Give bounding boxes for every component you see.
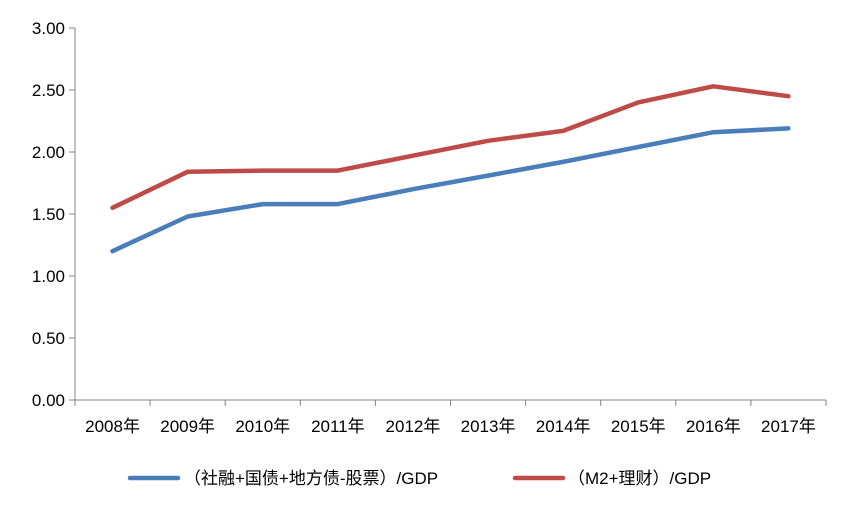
x-tick-label: 2010年 xyxy=(235,417,290,436)
legend-label-2: （M2+理财）/GDP xyxy=(568,469,711,488)
x-tick-label: 2009年 xyxy=(160,417,215,436)
y-tick-label: 1.00 xyxy=(32,267,65,286)
x-tick-label: 2017年 xyxy=(761,417,816,436)
x-tick-label: 2015年 xyxy=(611,417,666,436)
y-tick-label: 3.00 xyxy=(32,19,65,38)
y-tick-label: 0.50 xyxy=(32,329,65,348)
x-tick-label: 2014年 xyxy=(536,417,591,436)
series-lines xyxy=(110,84,791,254)
x-ticks: 2008年 2009年 2010年 2011年 2012年 2013年 2014年 2015年… xyxy=(74,400,827,436)
series-line-2 xyxy=(110,84,791,211)
legend-entry-1: （社融+国债+地方债-股票）/GDP xyxy=(127,469,438,488)
y-tick-label: 1.50 xyxy=(32,205,65,224)
series-line-1 xyxy=(110,126,791,254)
y-tick-label: 2.00 xyxy=(32,143,65,162)
x-tick-label: 2013年 xyxy=(461,417,516,436)
legend-entry-2: （M2+理财）/GDP xyxy=(512,469,711,488)
x-tick-label: 2011年 xyxy=(311,417,365,436)
x-tick-label: 2012年 xyxy=(386,417,441,436)
x-axis: 2008年 2009年 2010年 2011年 2012年 2013年 2014年 2015年… xyxy=(74,399,827,436)
y-tick-label: 0.00 xyxy=(32,391,65,410)
x-tick-label: 2016年 xyxy=(686,417,741,436)
x-tick-label: 2008年 xyxy=(85,417,140,436)
legend-label-1: （社融+国债+地方债-股票）/GDP xyxy=(184,469,438,488)
y-tick-label: 2.50 xyxy=(32,81,65,100)
legend: （社融+国债+地方债-股票）/GDP （M2+理财）/GDP xyxy=(127,469,711,488)
y-axis: 0.00 0.50 1.00 1.50 2.00 2.50 3.00 xyxy=(32,19,76,410)
y-ticks: 0.00 0.50 1.00 1.50 2.00 2.50 3.00 xyxy=(32,19,75,410)
